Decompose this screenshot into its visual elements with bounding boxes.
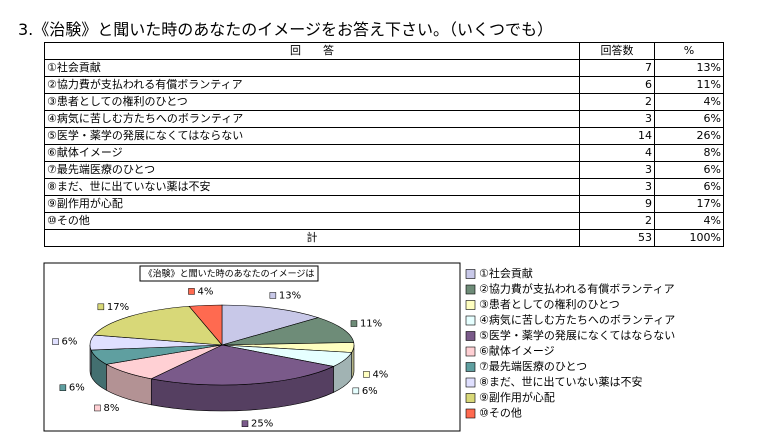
table-row: ④病気に苦しむ方たちへのボランティア 3 6% bbox=[44, 110, 724, 128]
legend-swatch bbox=[465, 284, 476, 295]
label-swatch bbox=[363, 371, 370, 378]
table-cell: ⑤医学・薬学の発展になくてはならない bbox=[44, 127, 580, 145]
legend-swatch bbox=[465, 331, 476, 341]
table-row: ⑤医学・薬学の発展になくてはならない 14 26% bbox=[44, 127, 724, 145]
table-row: ⑥献体イメージ 4 8% bbox=[44, 144, 724, 162]
label-swatch bbox=[241, 420, 249, 427]
slice bbox=[150, 344, 335, 386]
table-cell: ⑦最先端医療のひとつ bbox=[44, 161, 580, 179]
result-table: 回 答回答数% ①社会貢献 7 13% ②協力費が支払われる有償ボランティア 6 11% ③患… bbox=[44, 42, 724, 247]
table-cell: ③患者としての権利のひとつ bbox=[44, 93, 580, 111]
data-label: 25% bbox=[251, 419, 273, 430]
slice bbox=[221, 304, 320, 346]
data-label: 17% bbox=[107, 302, 129, 313]
legend-swatch bbox=[465, 315, 476, 326]
table-cell: 4% bbox=[654, 93, 724, 111]
table-row: 計 53 100% bbox=[44, 229, 724, 247]
label-swatch bbox=[52, 338, 59, 345]
legend-label: ①社会貢献 bbox=[479, 266, 533, 280]
table-row: 回 答回答数% bbox=[44, 42, 724, 60]
legend-label: ⑤医学・薬学の発展になくてはならない bbox=[479, 328, 675, 342]
label-swatch bbox=[352, 387, 360, 395]
table-row: ①社会貢献 7 13% bbox=[44, 59, 724, 77]
table-row: ③患者としての権利のひとつ 2 4% bbox=[44, 93, 724, 111]
legend-swatch bbox=[465, 362, 476, 372]
legend-swatch bbox=[465, 300, 476, 310]
table-row: ⑧まだ、世に出ていない薬は不安 3 6% bbox=[44, 178, 724, 196]
page-title: 3.《治験》と聞いた時のあなたのイメージをお答え下さい。（いくつでも） bbox=[18, 20, 553, 39]
table-cell: ④病気に苦しむ方たちへのボランティア bbox=[44, 110, 580, 128]
table-cell: 回答数 bbox=[579, 42, 655, 60]
slice bbox=[221, 317, 355, 346]
data-label: 8% bbox=[103, 403, 119, 414]
table-cell: 計 bbox=[44, 229, 580, 247]
data-label: 6% bbox=[362, 386, 378, 397]
label-swatch bbox=[97, 303, 105, 311]
slice bbox=[188, 304, 223, 346]
table-row: ⑦最先端医療のひとつ 3 6% bbox=[44, 161, 724, 179]
legend-label: ②協力費が支払われる有償ボランティア bbox=[479, 282, 675, 296]
table-row: ⑨副作用が心配 9 17% bbox=[44, 195, 724, 213]
label-swatch bbox=[269, 292, 277, 299]
data-label: 13% bbox=[279, 290, 301, 301]
legend-label: ⑦最先端医療のひとつ bbox=[479, 359, 587, 373]
legend-swatch bbox=[465, 346, 476, 357]
data-label: 6% bbox=[62, 337, 78, 348]
data-label: 4% bbox=[372, 369, 388, 380]
table-cell: ⑨副作用が心配 bbox=[44, 195, 580, 213]
table-cell: ②協力費が支払われる有償ボランティア bbox=[44, 76, 580, 94]
table-cell: 11% bbox=[654, 76, 724, 94]
label-swatch bbox=[59, 384, 67, 391]
legend-label: ⑨副作用が心配 bbox=[479, 390, 555, 404]
data-label: 11% bbox=[360, 319, 382, 330]
legend-swatch bbox=[465, 377, 476, 388]
chart-title-box bbox=[139, 265, 319, 282]
legend-label: ⑩その他 bbox=[479, 407, 522, 420]
legend-swatch bbox=[465, 408, 476, 419]
data-label: 6% bbox=[69, 383, 85, 394]
legend-label: ⑥献体イメージ bbox=[479, 344, 555, 358]
legend-swatch bbox=[465, 393, 476, 403]
chart-title: 《治験》と聞いた時のあなたのイメージは bbox=[144, 268, 315, 280]
legend-swatch bbox=[465, 269, 476, 279]
table-cell: 8% bbox=[654, 144, 724, 162]
table-row: ②協力費が支払われる有償ボランティア 6 11% bbox=[44, 76, 724, 94]
data-label: 4% bbox=[197, 286, 213, 297]
table-cell: 100% bbox=[654, 229, 724, 247]
label-swatch bbox=[350, 320, 358, 327]
label-swatch bbox=[188, 288, 195, 295]
table-cell: 26% bbox=[654, 127, 724, 145]
legend-label: ③患者としての権利のひとつ bbox=[479, 297, 620, 311]
legend-label: ⑧まだ、世に出ていない薬は不安 bbox=[479, 375, 643, 389]
legend-label: ④病気に苦しむ方たちへのボランティア bbox=[479, 313, 675, 327]
table-cell: ⑧まだ、世に出ていない薬は不安 bbox=[44, 178, 580, 196]
slice bbox=[93, 305, 223, 346]
label-swatch bbox=[94, 404, 101, 412]
